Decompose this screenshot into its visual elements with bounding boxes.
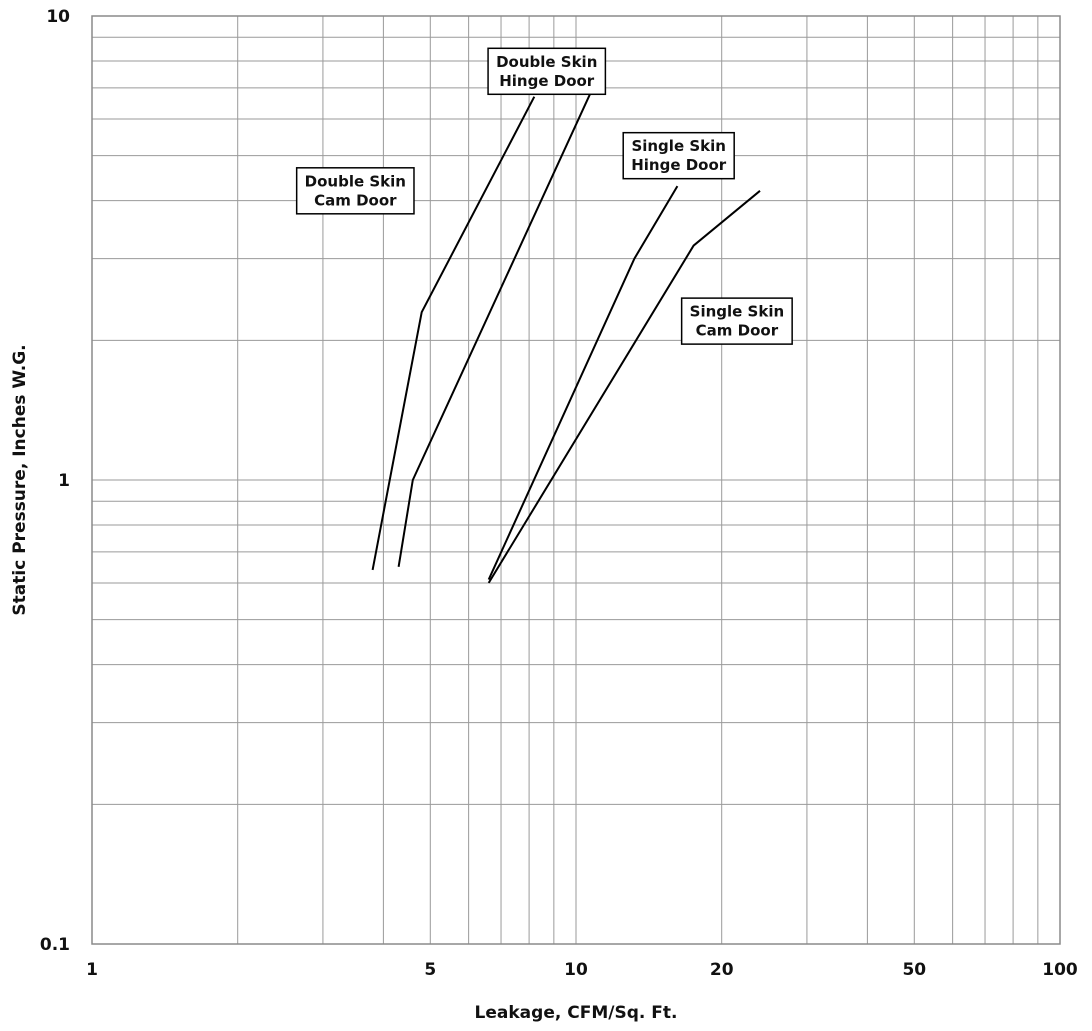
y-axis-title: Static Pressure, Inches W.G. <box>10 344 30 615</box>
series-line-3 <box>487 185 679 581</box>
y-tick-label: 0.1 <box>40 935 70 955</box>
x-tick-label: 50 <box>902 960 926 980</box>
y-tick-labels: 0.1 1 10 <box>40 7 70 955</box>
series-label-line: Hinge Door <box>499 72 595 90</box>
x-tick-labels: 1 5 10 20 50 100 <box>86 960 1078 980</box>
grid <box>92 16 1060 944</box>
series-label-line: Double Skin <box>496 53 597 71</box>
series-line-1 <box>371 96 536 571</box>
series-label-line: Cam Door <box>314 191 397 209</box>
x-tick-label: 1 <box>86 960 98 980</box>
x-axis-title: Leakage, CFM/Sq. Ft. <box>475 1003 678 1023</box>
series-label-line: Cam Door <box>696 322 779 340</box>
series-line-2 <box>397 93 592 567</box>
series-label-line: Double Skin <box>305 172 406 190</box>
series-label-line: Single Skin <box>690 303 785 321</box>
y-tick-label: 10 <box>46 7 70 27</box>
x-tick-label: 5 <box>424 960 436 980</box>
x-tick-label: 100 <box>1042 960 1078 980</box>
plot-frame <box>91 15 1061 945</box>
series-label-line: Single Skin <box>631 137 726 155</box>
series-layer <box>371 93 761 584</box>
x-tick-label: 10 <box>564 960 588 980</box>
x-tick-label: 20 <box>710 960 734 980</box>
series-label-line: Hinge Door <box>631 156 727 174</box>
series-line-4 <box>487 190 761 584</box>
y-tick-label: 1 <box>58 471 70 491</box>
